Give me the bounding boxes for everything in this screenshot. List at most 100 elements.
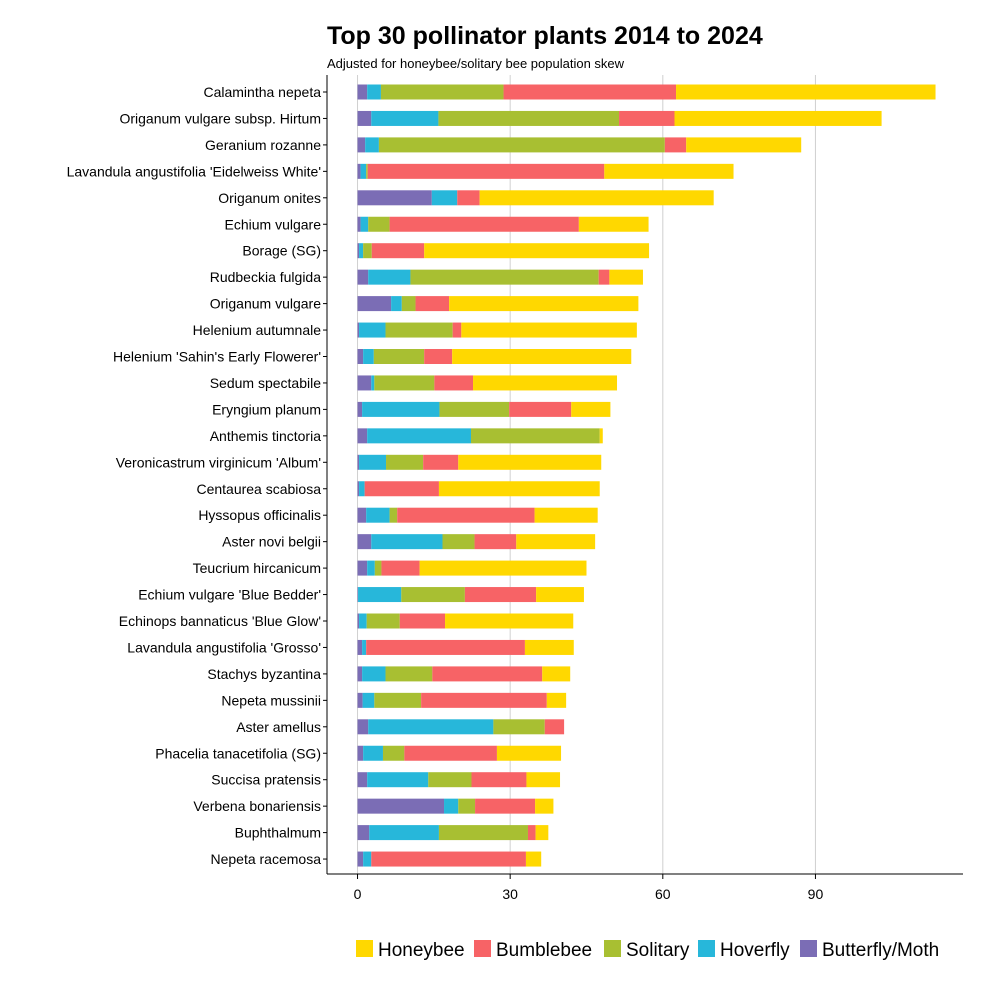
category-label: Nepeta racemosa — [210, 851, 321, 867]
bar-segment-hoverfly — [358, 587, 402, 603]
bar-segment-butterfly-moth — [357, 190, 432, 206]
bar-segment-bumblebee — [471, 772, 527, 788]
bar-segment-hoverfly — [363, 745, 383, 761]
bar-segment-butterfly-moth — [357, 534, 372, 550]
bar-segment-hoverfly — [371, 534, 443, 550]
bar-segment-butterfly-moth — [357, 666, 363, 682]
bar-segment-hoverfly — [360, 163, 367, 179]
bar-segment-butterfly-moth — [357, 481, 360, 497]
bar-segment-hoverfly — [367, 560, 375, 576]
bar-segment-honeybee — [609, 269, 643, 285]
bar-segment-bumblebee — [421, 692, 547, 708]
legend-swatch — [800, 940, 817, 957]
bar-segment-solitary — [439, 401, 510, 417]
bar-segment-bumblebee — [598, 269, 610, 285]
bar-segment-butterfly-moth — [357, 322, 360, 338]
bar-segment-bumblebee — [367, 163, 605, 179]
bar-segment-butterfly-moth — [357, 587, 359, 603]
bar-segment-hoverfly — [362, 666, 386, 682]
category-label: Origanum vulgare — [210, 296, 321, 312]
bar-segment-honeybee — [604, 163, 734, 179]
category-label: Phacelia tanacetifolia (SG) — [155, 745, 321, 761]
legend-label: Honeybee — [378, 940, 465, 961]
category-label: Echium vulgare 'Blue Bedder' — [138, 587, 321, 603]
bar-segment-hoverfly — [359, 613, 367, 629]
bar-segment-butterfly-moth — [357, 719, 369, 735]
bar-segment-honeybee — [438, 481, 600, 497]
bar-segment-bumblebee — [371, 851, 526, 867]
bar-segment-butterfly-moth — [357, 692, 363, 708]
bar-segment-hoverfly — [362, 639, 367, 655]
bar-segment-honeybee — [445, 613, 574, 629]
category-label: Origanum onites — [218, 190, 321, 206]
bar-segment-honeybee — [516, 534, 596, 550]
x-tick-label: 60 — [655, 886, 671, 902]
legend-label: Butterfly/Moth — [822, 940, 939, 961]
bar-segment-hoverfly — [367, 428, 471, 444]
bar-segment-bumblebee — [457, 190, 480, 206]
category-label: Rudbeckia fulgida — [210, 269, 322, 285]
bar-segment-bumblebee — [434, 375, 474, 391]
bar-segment-solitary — [380, 84, 504, 100]
bar-segment-butterfly-moth — [357, 613, 360, 629]
bar-segment-honeybee — [535, 798, 554, 814]
legend-swatch — [474, 940, 491, 957]
category-label: Verbena bonariensis — [193, 798, 321, 814]
bar-segment-solitary — [368, 216, 390, 232]
bar-segment-hoverfly — [363, 851, 372, 867]
bar-segment-butterfly-moth — [357, 216, 361, 232]
bar-segment-honeybee — [676, 84, 936, 100]
bar-segment-solitary — [374, 692, 422, 708]
bar-segment-honeybee — [524, 639, 574, 655]
bar-segment-butterfly-moth — [357, 454, 360, 470]
bar-segment-solitary — [493, 719, 545, 735]
bar-segment-butterfly-moth — [357, 375, 372, 391]
bar-segment-hoverfly — [360, 216, 369, 232]
bar-segment-bumblebee — [371, 243, 425, 259]
bar-segment-butterfly-moth — [357, 137, 366, 153]
category-label: Buphthalmum — [235, 825, 321, 841]
bar-segment-butterfly-moth — [357, 296, 392, 312]
bar-segment-butterfly-moth — [357, 269, 369, 285]
bar-segment-butterfly-moth — [357, 401, 363, 417]
bar-segment-hoverfly — [371, 110, 439, 126]
bar-segment-hoverfly — [366, 507, 390, 523]
bar-segment-bumblebee — [664, 137, 687, 153]
x-ticks: 0 30 60 90 — [354, 874, 823, 902]
category-label: Eryngium planum — [212, 401, 321, 417]
legend-label: Bumblebee — [496, 940, 592, 961]
bar-segment-honeybee — [534, 507, 598, 523]
bar-segment-solitary — [389, 507, 398, 523]
category-label: Helenium 'Sahin's Early Flowerer' — [113, 349, 321, 365]
bar-segment-butterfly-moth — [357, 798, 445, 814]
bar-segment-honeybee — [461, 322, 637, 338]
bar-segment-honeybee — [674, 110, 882, 126]
bar-marks — [357, 84, 936, 867]
bar-segment-honeybee — [571, 401, 611, 417]
category-label: Centaurea scabiosa — [196, 481, 321, 497]
bar-segment-honeybee — [578, 216, 649, 232]
bar-segment-hoverfly — [362, 401, 440, 417]
category-label: Hyssopus officinalis — [198, 507, 321, 523]
bar-segment-honeybee — [536, 587, 584, 603]
category-label: Echium vulgare — [225, 216, 322, 232]
bar-segment-bumblebee — [475, 798, 536, 814]
bar-segment-bumblebee — [424, 349, 453, 364]
grid-lines — [357, 75, 816, 874]
bar-segment-solitary — [374, 560, 382, 576]
bar-segment-bumblebee — [397, 507, 535, 523]
legend-swatch — [604, 940, 621, 957]
bar-segment-honeybee — [449, 296, 639, 312]
bar-segment-hoverfly — [391, 296, 402, 312]
category-label: Veronicastrum virginicum 'Album' — [116, 454, 321, 470]
bar-segment-honeybee — [424, 243, 650, 259]
bar-segment-bumblebee — [432, 666, 543, 682]
bar-segment-honeybee — [496, 745, 562, 761]
bar-segment-hoverfly — [368, 719, 494, 735]
bar-segment-honeybee — [535, 825, 549, 841]
bar-segment-solitary — [470, 428, 600, 444]
category-label: Lavandula angustifolia 'Grosso' — [127, 639, 321, 655]
x-tick-label: 30 — [502, 886, 518, 902]
bar-segment-bumblebee — [527, 825, 536, 841]
bar-segment-solitary — [438, 110, 620, 126]
